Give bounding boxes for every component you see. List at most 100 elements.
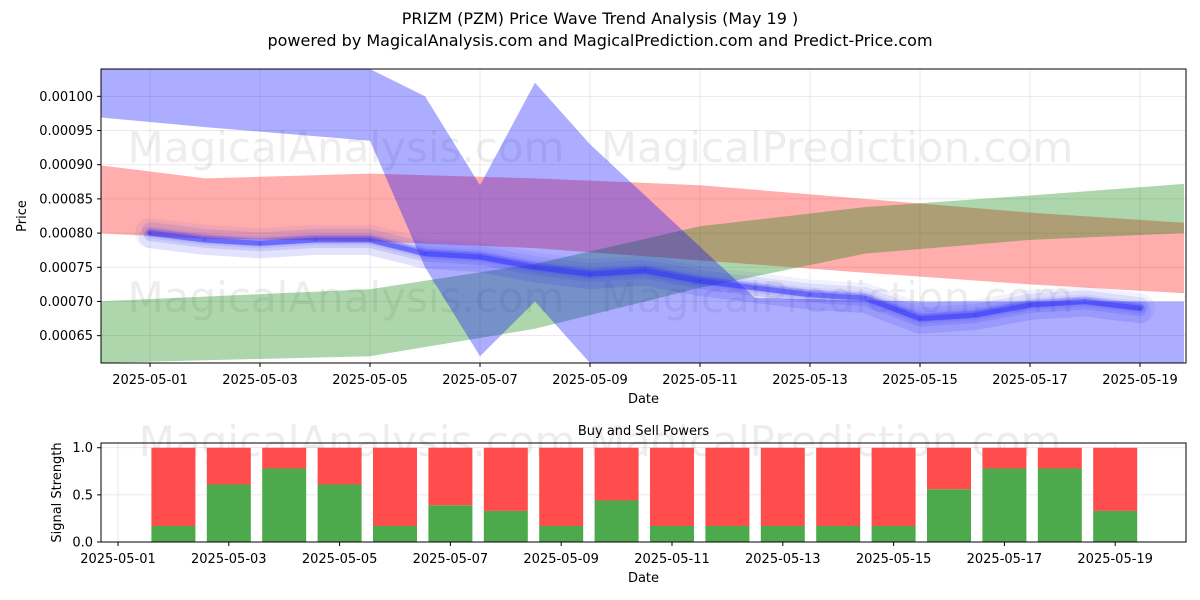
bottom-x-tick-label: 2025-05-17 bbox=[967, 552, 1043, 567]
wave-band-1 bbox=[101, 183, 1184, 363]
bottom-y-tick-label: 0.0 bbox=[72, 536, 93, 551]
top-y-tick-label: 0.00095 bbox=[39, 124, 93, 139]
wave-point bbox=[258, 241, 262, 245]
bottom-chart-title: Buy and Sell Powers bbox=[578, 424, 709, 439]
wave-point bbox=[1138, 306, 1142, 310]
sell-bar bbox=[206, 447, 251, 485]
top-x-tick-label: 2025-05-11 bbox=[662, 373, 738, 388]
top-y-tick-label: 0.00100 bbox=[39, 90, 93, 105]
top-x-tick-label: 2025-05-19 bbox=[1102, 373, 1178, 388]
top-plot-area bbox=[101, 69, 1184, 363]
buy-bar bbox=[1037, 468, 1082, 542]
top-x-tick-label: 2025-05-09 bbox=[552, 373, 628, 388]
buy-bar bbox=[594, 500, 639, 542]
sell-bar bbox=[650, 447, 694, 526]
sell-bar bbox=[927, 447, 971, 490]
buy-bar bbox=[373, 525, 417, 542]
top-y-tick-label: 0.00070 bbox=[39, 295, 93, 310]
watermark-text: MagicalPrediction.com bbox=[601, 273, 1074, 322]
top-x-tick-label: 2025-05-13 bbox=[772, 373, 848, 388]
buy-bar bbox=[539, 525, 584, 542]
wave-point bbox=[973, 313, 977, 317]
sell-bar bbox=[982, 447, 1027, 469]
sell-bar bbox=[317, 447, 362, 485]
buy-bar bbox=[871, 525, 916, 542]
top-y-tick-label: 0.00080 bbox=[39, 227, 93, 242]
top-x-tick-label: 2025-05-03 bbox=[222, 373, 298, 388]
buy-bar bbox=[483, 510, 528, 542]
sell-bar bbox=[373, 447, 417, 526]
sell-bar bbox=[483, 447, 528, 511]
wave-point bbox=[808, 293, 812, 297]
bottom-x-tick-label: 2025-05-09 bbox=[523, 552, 599, 567]
bottom-x-axis-label: Date bbox=[628, 571, 659, 586]
wave-point bbox=[148, 231, 152, 235]
bottom-x-tick-label: 2025-05-11 bbox=[634, 552, 710, 567]
wave-point bbox=[698, 279, 702, 283]
sell-bar bbox=[539, 447, 584, 526]
wave-point bbox=[588, 272, 592, 276]
buy-bar bbox=[650, 525, 694, 542]
chart-title: PRIZM (PZM) Price Wave Trend Analysis (M… bbox=[401, 9, 799, 28]
wave-layer-0 bbox=[135, 218, 1155, 334]
buy-bar bbox=[816, 525, 861, 542]
wave-point bbox=[478, 255, 482, 259]
top-y-tick-label: 0.00085 bbox=[39, 192, 93, 207]
wave-point bbox=[368, 238, 372, 242]
wave-point bbox=[1028, 303, 1032, 307]
top-x-tick-label: 2025-05-01 bbox=[112, 373, 188, 388]
buy-bar bbox=[982, 468, 1027, 542]
bottom-x-tick-label: 2025-05-05 bbox=[302, 552, 378, 567]
wave-point bbox=[203, 238, 207, 242]
wave-point bbox=[918, 317, 922, 321]
wave-point bbox=[863, 296, 867, 300]
sell-bar bbox=[705, 447, 750, 526]
bottom-x-tick-label: 2025-05-01 bbox=[80, 552, 156, 567]
watermark-text: MagicalAnalysis.com bbox=[128, 123, 565, 172]
bottom-x-tick-label: 2025-05-07 bbox=[413, 552, 489, 567]
sell-bar bbox=[760, 447, 805, 526]
wave-layer-2 bbox=[142, 222, 1148, 324]
bottom-x-tick-label: 2025-05-03 bbox=[191, 552, 267, 567]
watermark-text: MagicalPrediction.com bbox=[601, 123, 1074, 172]
sell-bar bbox=[1093, 447, 1138, 511]
top-y-axis-label: Price bbox=[15, 200, 30, 232]
wave-band-0 bbox=[101, 165, 1184, 294]
wave-layer-4 bbox=[146, 228, 1144, 322]
bottom-y-tick-label: 0.5 bbox=[72, 488, 93, 503]
wave-main-line bbox=[147, 230, 1143, 322]
top-y-tick-label: 0.00065 bbox=[39, 329, 93, 344]
sell-bar bbox=[1037, 447, 1082, 469]
watermark-text: MagicalAnalysis.com bbox=[128, 273, 565, 322]
sell-bar bbox=[871, 447, 916, 526]
chart-subtitle: powered by MagicalAnalysis.com and Magic… bbox=[267, 31, 933, 50]
bottom-plot-frame bbox=[100, 442, 1187, 543]
top-x-tick-label: 2025-05-05 bbox=[332, 373, 408, 388]
top-y-tick-label: 0.00075 bbox=[39, 261, 93, 276]
top-x-tick-label: 2025-05-07 bbox=[442, 373, 518, 388]
buy-bar bbox=[705, 525, 750, 542]
wave-point bbox=[1083, 299, 1087, 303]
top-y-tick-label: 0.00090 bbox=[39, 158, 93, 173]
buy-bar bbox=[927, 489, 971, 542]
sell-bar bbox=[594, 447, 639, 501]
wave-point bbox=[533, 265, 537, 269]
bottom-x-tick-label: 2025-05-13 bbox=[745, 552, 821, 567]
buy-bar bbox=[317, 484, 362, 542]
sell-bar bbox=[151, 447, 196, 526]
buy-bar bbox=[206, 484, 251, 542]
wave-layer-3 bbox=[144, 229, 1146, 327]
bottom-y-axis-label: Signal Strength bbox=[50, 442, 65, 542]
bottom-x-tick-label: 2025-05-15 bbox=[856, 552, 932, 567]
sell-bar bbox=[816, 447, 861, 526]
top-x-tick-label: 2025-05-15 bbox=[882, 373, 958, 388]
buy-bar bbox=[1093, 510, 1138, 542]
wave-point bbox=[423, 252, 427, 256]
top-plot-frame bbox=[100, 68, 1187, 364]
sell-bar bbox=[428, 447, 473, 506]
wave-band-2 bbox=[101, 69, 1184, 363]
sell-bar bbox=[262, 447, 307, 469]
wave-point bbox=[753, 286, 757, 290]
wave-point bbox=[643, 269, 647, 273]
